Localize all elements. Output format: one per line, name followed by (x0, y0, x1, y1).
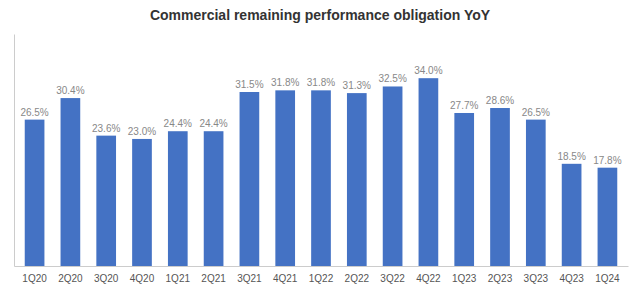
x-tick: 1Q24 (595, 273, 620, 284)
bar (204, 131, 224, 266)
bar (132, 139, 152, 266)
x-tick-label: 3Q22 (380, 273, 405, 284)
x-tick-label: 1Q24 (595, 273, 620, 284)
x-tick: 4Q23 (559, 273, 584, 284)
bar (598, 168, 618, 266)
x-tick: 1Q20 (22, 273, 47, 284)
x-axis-line (15, 266, 629, 267)
x-tick: 3Q21 (237, 273, 262, 284)
data-labels: 26.5% 30.4% 23.6% 23.0% 24.4% 24.4% 31.5% 31.8%… (20, 65, 621, 165)
data-label: 31.8% (307, 77, 335, 88)
x-axis: 1Q20 2Q20 3Q20 4Q20 1Q21 2Q21 3Q21 4Q21 1Q22 2Q22… (15, 267, 629, 285)
x-tick: 1Q22 (309, 273, 334, 284)
bar (419, 78, 439, 266)
chart-title: Commercial remaining performance obligat… (150, 7, 491, 23)
x-tick-label: 2Q22 (345, 273, 370, 284)
data-label: 30.4% (56, 85, 84, 96)
x-tick-label: 4Q23 (559, 273, 584, 284)
x-tick: 2Q21 (201, 273, 226, 284)
data-label: 23.6% (92, 123, 120, 134)
y-axis (14, 35, 15, 267)
x-tick: 2Q23 (488, 273, 513, 284)
x-tick-label: 4Q21 (273, 273, 298, 284)
x-tick-label: 1Q22 (309, 273, 334, 284)
bar (347, 93, 367, 266)
bars (25, 78, 618, 266)
bar (168, 131, 188, 266)
data-label: 18.5% (557, 151, 585, 162)
x-tick-label: 1Q23 (452, 273, 477, 284)
chart-svg: Commercial remaining performance obligat… (0, 0, 640, 292)
x-tick: 3Q22 (380, 273, 405, 284)
x-tick: 3Q23 (524, 273, 549, 284)
data-label: 24.4% (199, 118, 227, 129)
x-tick-label: 4Q20 (130, 273, 155, 284)
bar (526, 120, 546, 266)
bar (454, 113, 474, 266)
x-tick-label: 3Q21 (237, 273, 262, 284)
x-tick-label: 1Q20 (22, 273, 47, 284)
x-tick-label: 2Q23 (488, 273, 513, 284)
bar (490, 108, 510, 266)
x-tick-label: 3Q20 (94, 273, 119, 284)
bar (275, 90, 295, 266)
data-label: 34.0% (414, 65, 442, 76)
bar (240, 92, 260, 266)
x-tick-label: 1Q21 (166, 273, 191, 284)
bar (25, 120, 45, 266)
x-tick: 4Q22 (416, 273, 441, 284)
x-tick: 2Q22 (345, 273, 370, 284)
data-label: 28.6% (486, 95, 514, 106)
x-tick-label: 3Q23 (524, 273, 549, 284)
data-label: 24.4% (164, 118, 192, 129)
bar (383, 86, 403, 266)
bar (61, 98, 81, 266)
data-label: 31.3% (343, 80, 371, 91)
data-label: 31.8% (271, 77, 299, 88)
data-label: 23.0% (128, 126, 156, 137)
y-axis-line (14, 35, 15, 267)
bar (562, 164, 582, 266)
x-tick-label: 2Q20 (58, 273, 83, 284)
x-tick-label: 4Q22 (416, 273, 441, 284)
x-tick: 1Q23 (452, 273, 477, 284)
plot-area: 1Q20 2Q20 3Q20 4Q20 1Q21 2Q21 3Q21 4Q21 1Q22 2Q22… (15, 35, 629, 285)
data-label: 26.5% (20, 107, 48, 118)
bar (311, 90, 331, 266)
data-label: 17.8% (593, 155, 621, 166)
x-tick: 1Q21 (166, 273, 191, 284)
data-label: 26.5% (522, 107, 550, 118)
data-label: 31.5% (235, 79, 263, 90)
x-tick: 2Q20 (58, 273, 83, 284)
data-label: 27.7% (450, 100, 478, 111)
x-tick: 4Q20 (130, 273, 155, 284)
bar (96, 136, 116, 266)
x-tick: 3Q20 (94, 273, 119, 284)
x-tick-label: 2Q21 (201, 273, 226, 284)
x-tick: 4Q21 (273, 273, 298, 284)
data-label: 32.5% (378, 73, 406, 84)
